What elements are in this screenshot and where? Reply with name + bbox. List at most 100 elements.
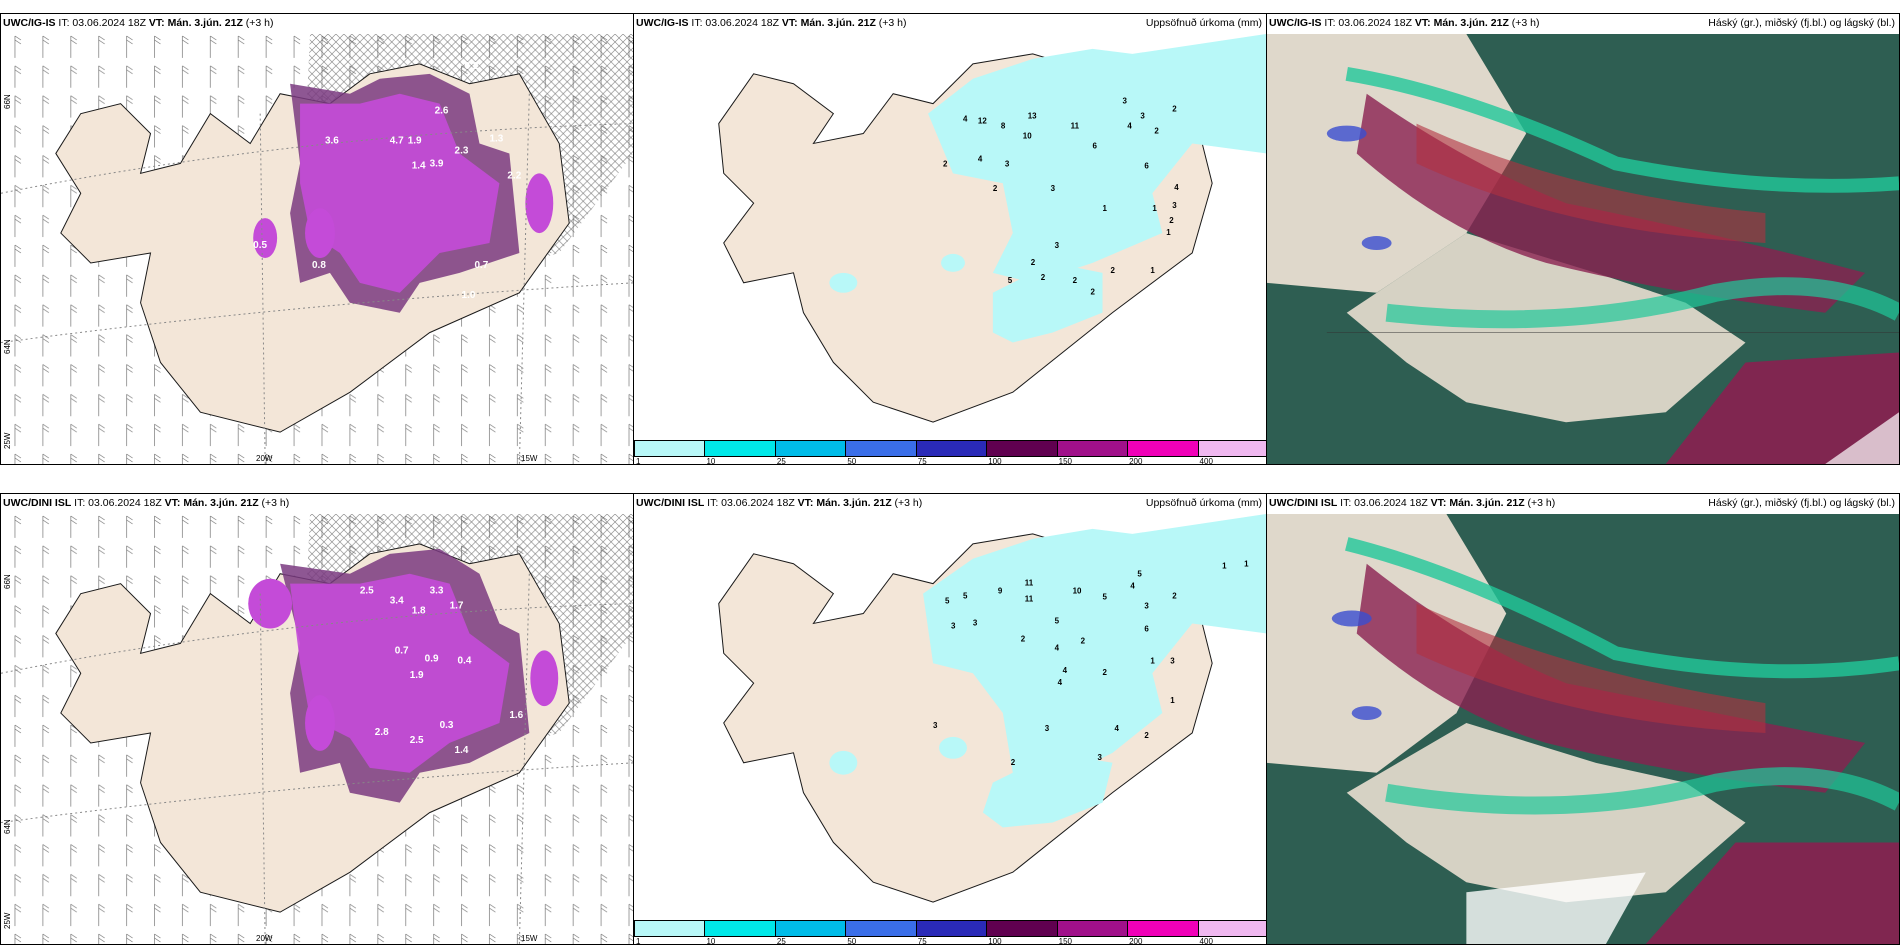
- point-label: 1.4: [412, 160, 426, 171]
- point-label: 3.6: [325, 135, 339, 146]
- precip-value: 3: [1144, 602, 1149, 611]
- panel-title: UWC/DINI ISL IT: 03.06.2024 18Z VT: Mán.…: [1269, 497, 1556, 509]
- point-label: 1.8: [412, 606, 426, 617]
- precip-value: 4: [1127, 122, 1132, 131]
- panel-field-title: Uppsöfnuð úrkoma (mm): [1145, 497, 1262, 509]
- lon-label-25: 25W: [3, 432, 12, 449]
- point-label: 1.9: [410, 670, 424, 681]
- colorbar-swatch: [1197, 440, 1266, 457]
- colorbar-swatch: [774, 920, 847, 937]
- point-label: 1.3: [489, 134, 503, 145]
- colorbar-tick: 400: [1199, 937, 1213, 945]
- point-label: 1.7: [450, 601, 464, 612]
- precip-value: 4: [978, 154, 983, 163]
- cloud-map[interactable]: [1267, 34, 1899, 464]
- lat-label-66: 66N: [3, 574, 12, 589]
- precip-value: 11: [1025, 579, 1034, 588]
- precip-value: 3: [1045, 724, 1050, 733]
- precip-value: 2: [1031, 258, 1036, 267]
- point-label: 2.2: [507, 170, 521, 181]
- precip-value: 12: [978, 117, 987, 126]
- wind-precip-map[interactable]: 3.3 2.5 3.4 1.8 1.7 0.9 1.9 0.4 2.8 2.5 …: [1, 514, 633, 944]
- point-label: 1.0: [462, 290, 476, 301]
- panel-dini-wind: UWC/DINI ISL IT: 03.06.2024 18Z VT: Mán.…: [0, 493, 634, 945]
- precip-value: 3: [1170, 656, 1175, 665]
- precip-value: 4: [1174, 183, 1179, 192]
- colorbar-tick: 75: [917, 937, 927, 945]
- precip-value: 1: [1152, 204, 1157, 213]
- colorbar-tick: 200: [1129, 937, 1143, 945]
- precip-value: 3: [973, 618, 978, 627]
- colorbar-tick: 50: [847, 457, 857, 465]
- precip-value: 6: [1093, 141, 1098, 150]
- lon-label-15: 15W: [521, 934, 538, 943]
- precip-value: 5: [945, 597, 950, 606]
- point-label: 0.5: [253, 240, 267, 251]
- precip-value: 3: [951, 621, 956, 630]
- lat-label-64: 64N: [3, 819, 12, 834]
- colorbar-tick: 150: [1058, 457, 1073, 465]
- colorbar-swatch: [1056, 440, 1129, 457]
- precip-value: 1: [1150, 656, 1155, 665]
- precip-value: 2: [1091, 288, 1096, 297]
- colorbar-tick: 150: [1058, 937, 1073, 945]
- colorbar-swatch: [634, 920, 706, 937]
- precip-value: 5: [1008, 276, 1013, 285]
- point-label: 2.8: [375, 727, 389, 738]
- precip-value: 3: [1140, 112, 1145, 121]
- colorbar-swatch: [704, 440, 776, 457]
- point-label: 2.6: [435, 106, 449, 117]
- precip-value: 4: [1130, 582, 1135, 591]
- precip-value: 3: [1005, 159, 1010, 168]
- colorbar-swatch: [986, 920, 1058, 937]
- precip-value: 2: [1073, 276, 1078, 285]
- lon-label-15: 15W: [521, 454, 538, 463]
- precip-value: 3: [1098, 753, 1103, 762]
- precip-value: 11: [1025, 595, 1034, 604]
- colorbar-tick: 200: [1129, 457, 1143, 465]
- precip-value: 4: [1114, 724, 1119, 733]
- precip-value: 5: [1137, 570, 1142, 579]
- colorbar-tick: 100: [988, 457, 1002, 465]
- wind-precip-map[interactable]: 2.6 4.7 1.9 3.9 1.4 2.3 1.3 3.6 2.2 0.8 …: [1, 34, 633, 464]
- colorbar-tick: 10: [706, 457, 716, 465]
- point-label: 0.2: [465, 61, 479, 72]
- point-label: 3.9: [430, 158, 444, 169]
- panel-title: UWC/DINI ISL IT: 03.06.2024 18Z VT: Mán.…: [3, 497, 290, 509]
- precip-map[interactable]: 5 5 9 11 11 10 5 4 2 1 1 3 5 3 3 2 5 4 2…: [634, 514, 1266, 920]
- precip-map[interactable]: 4 12 8 13 10 11 6 4 3 2 2 3 2 4 3 2 6 3 …: [634, 34, 1266, 440]
- lat-label-66: 66N: [3, 94, 12, 109]
- colorbar-swatch: [634, 440, 706, 457]
- precip-value: 1: [1166, 228, 1171, 237]
- precip-value: 10: [1023, 131, 1032, 140]
- precip-value: 3: [1172, 201, 1177, 210]
- point-label: 1.6: [509, 710, 523, 721]
- precip-value: 2: [1110, 266, 1115, 275]
- precip-value: 3: [1051, 184, 1056, 193]
- precip-value: 2: [1172, 592, 1177, 601]
- precip-value: 8: [1001, 122, 1006, 131]
- colorbar-tick: 25: [776, 457, 786, 465]
- precip-value: 6: [1144, 161, 1149, 170]
- point-label: 0.3: [440, 720, 454, 731]
- precip-value: 2: [1144, 731, 1149, 740]
- colorbar-swatch: [1056, 920, 1129, 937]
- cloud-map[interactable]: [1267, 514, 1899, 944]
- point-label: 2.3: [455, 145, 469, 156]
- precip-value: 4: [1058, 678, 1063, 687]
- colorbar-swatch: [1127, 440, 1199, 457]
- precip-value: 11: [1071, 122, 1080, 131]
- precip-value: 2: [1021, 634, 1026, 643]
- point-label: 0.7: [475, 260, 489, 271]
- colorbar-tick: 10: [706, 937, 716, 945]
- colorbar-swatch: [915, 440, 988, 457]
- colorbar-tick: 1: [636, 457, 641, 465]
- point-label: 0.9: [425, 653, 439, 664]
- precip-value: 2: [1081, 636, 1086, 645]
- precip-value: 2: [943, 159, 948, 168]
- colorbar-swatch: [704, 920, 776, 937]
- panel-title: UWC/DINI ISL IT: 03.06.2024 18Z VT: Mán.…: [636, 497, 923, 509]
- precip-value: 2: [993, 184, 998, 193]
- precip-value: 5: [1055, 616, 1060, 625]
- precip-value: 1: [1103, 204, 1108, 213]
